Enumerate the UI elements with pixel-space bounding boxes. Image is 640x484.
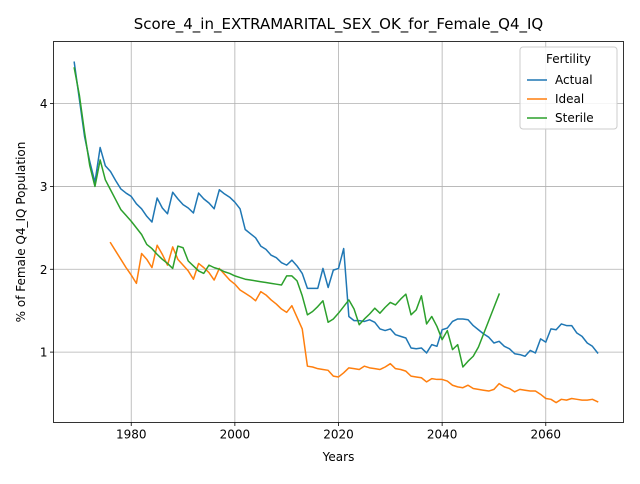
x-axis-ticks: 1980 2000 2020 2040 2060 bbox=[116, 422, 561, 442]
x-tick-label: 1980 bbox=[116, 428, 147, 442]
y-axis-ticks: 1 2 3 4 bbox=[40, 97, 54, 360]
legend-box bbox=[519, 46, 618, 130]
x-tick-label: 2020 bbox=[323, 428, 354, 442]
legend-label-ideal: Ideal bbox=[555, 92, 584, 106]
y-tick-label: 4 bbox=[40, 97, 48, 111]
series-lines bbox=[73, 61, 599, 404]
y-tick-label: 3 bbox=[40, 180, 48, 194]
legend-title: Fertility bbox=[546, 52, 591, 66]
y-tick-label: 2 bbox=[40, 263, 48, 277]
legend-label-sterile: Sterile bbox=[555, 111, 594, 125]
y-axis-label: % of Female Q4_IQ Population bbox=[14, 142, 28, 323]
x-axis-label: Years bbox=[322, 450, 355, 464]
x-tick-label: 2060 bbox=[530, 428, 561, 442]
legend-items: Actual Ideal Sterile bbox=[527, 73, 594, 125]
series-line-ideal bbox=[109, 241, 599, 404]
chart-title: Score_4_in_EXTRAMARITAL_SEX_OK_for_Femal… bbox=[134, 15, 543, 34]
legend-label-actual: Actual bbox=[555, 73, 593, 87]
x-tick-label: 2040 bbox=[427, 428, 458, 442]
x-tick-label: 2000 bbox=[220, 428, 251, 442]
legend: Fertility Actual Ideal Sterile bbox=[519, 46, 618, 130]
y-tick-label: 1 bbox=[40, 346, 48, 360]
series-line-actual bbox=[73, 61, 599, 357]
series-line-sterile bbox=[73, 67, 501, 368]
